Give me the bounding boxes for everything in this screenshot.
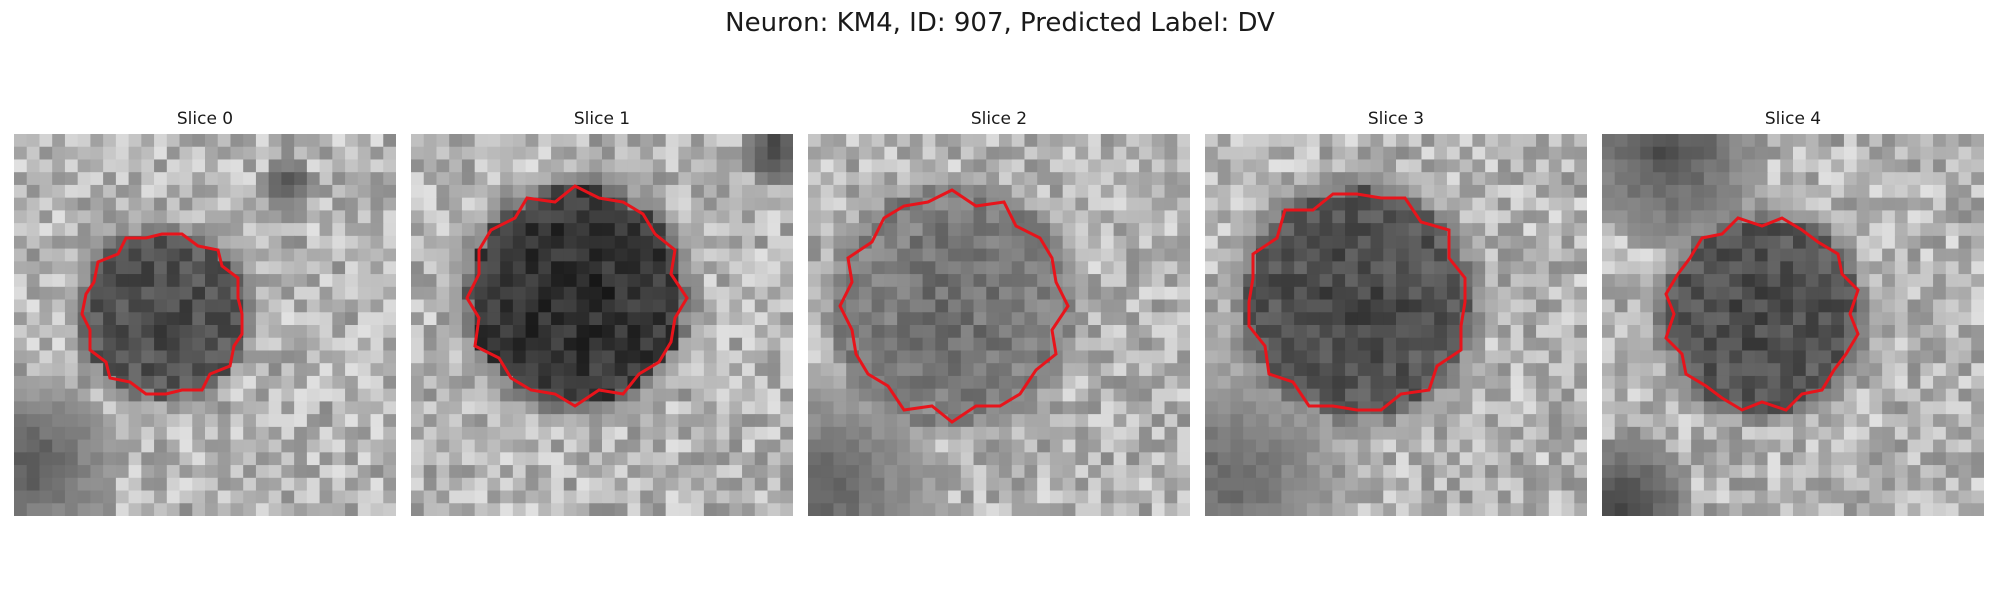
slice-title: Slice 0	[176, 109, 234, 129]
slice-title: Slice 1	[573, 109, 631, 129]
slice-panel-4: Slice 4	[1602, 108, 1984, 516]
slice-pixel-grid	[808, 134, 1190, 516]
slice-image	[1205, 134, 1587, 516]
neuron-contour	[838, 188, 1070, 424]
slice-panel-3: Slice 3	[1205, 108, 1587, 516]
slice-image	[808, 134, 1190, 516]
slice-title: Slice 4	[1764, 109, 1822, 129]
slice-title: Slice 2	[970, 109, 1028, 129]
slice-pixel-grid	[14, 134, 396, 516]
neuron-contour	[465, 184, 689, 408]
figure-title: Neuron: KM4, ID: 907, Predicted Label: D…	[725, 8, 1275, 38]
slice-panel-0: Slice 0	[14, 108, 396, 516]
slice-panel-1: Slice 1	[411, 108, 793, 516]
slice-image	[411, 134, 793, 516]
slice-image	[1602, 134, 1984, 516]
neuron-contour	[1664, 216, 1860, 412]
slice-pixel-grid	[1205, 134, 1587, 516]
slice-image	[14, 134, 396, 516]
neuron-contour	[1247, 192, 1467, 412]
slice-title: Slice 3	[1367, 109, 1425, 129]
slice-pixel-grid	[411, 134, 793, 516]
neuron-contour	[80, 232, 244, 396]
slice-pixel-grid	[1602, 134, 1984, 516]
slice-panel-2: Slice 2	[808, 108, 1190, 516]
